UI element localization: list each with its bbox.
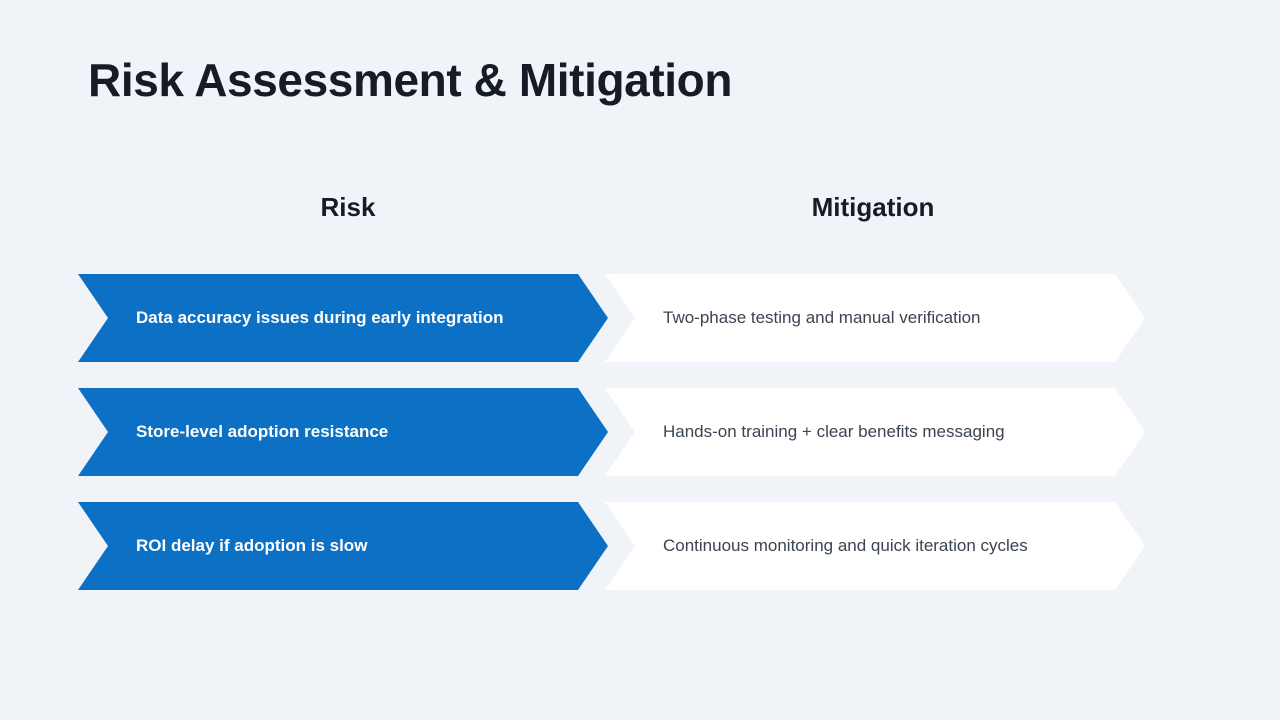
risk-mitigation-row: Store-level adoption resistance Hands-on… bbox=[0, 388, 1280, 476]
risk-mitigation-list: Data accuracy issues during early integr… bbox=[0, 274, 1280, 616]
mitigation-chevron: Two-phase testing and manual verificatio… bbox=[605, 274, 1145, 362]
mitigation-chevron: Continuous monitoring and quick iteratio… bbox=[605, 502, 1145, 590]
mitigation-label: Two-phase testing and manual verificatio… bbox=[663, 308, 981, 328]
mitigation-label: Hands-on training + clear benefits messa… bbox=[663, 422, 1005, 442]
risk-label: ROI delay if adoption is slow bbox=[136, 535, 368, 555]
mitigation-label: Continuous monitoring and quick iteratio… bbox=[663, 536, 1028, 556]
page-title: Risk Assessment & Mitigation bbox=[88, 54, 733, 106]
column-header-mitigation: Mitigation bbox=[811, 192, 935, 222]
risk-mitigation-row: ROI delay if adoption is slow Continuous… bbox=[0, 502, 1280, 590]
column-header-risk: Risk bbox=[320, 192, 376, 222]
mitigation-chevron: Hands-on training + clear benefits messa… bbox=[605, 388, 1145, 476]
risk-mitigation-row: Data accuracy issues during early integr… bbox=[0, 274, 1280, 362]
risk-chevron: Data accuracy issues during early integr… bbox=[78, 274, 608, 362]
risk-label: Store-level adoption resistance bbox=[136, 421, 389, 441]
risk-label: Data accuracy issues during early integr… bbox=[136, 307, 504, 327]
column-header-row: Risk Mitigation bbox=[0, 192, 1280, 230]
risk-chevron: ROI delay if adoption is slow bbox=[78, 502, 608, 590]
risk-chevron: Store-level adoption resistance bbox=[78, 388, 608, 476]
